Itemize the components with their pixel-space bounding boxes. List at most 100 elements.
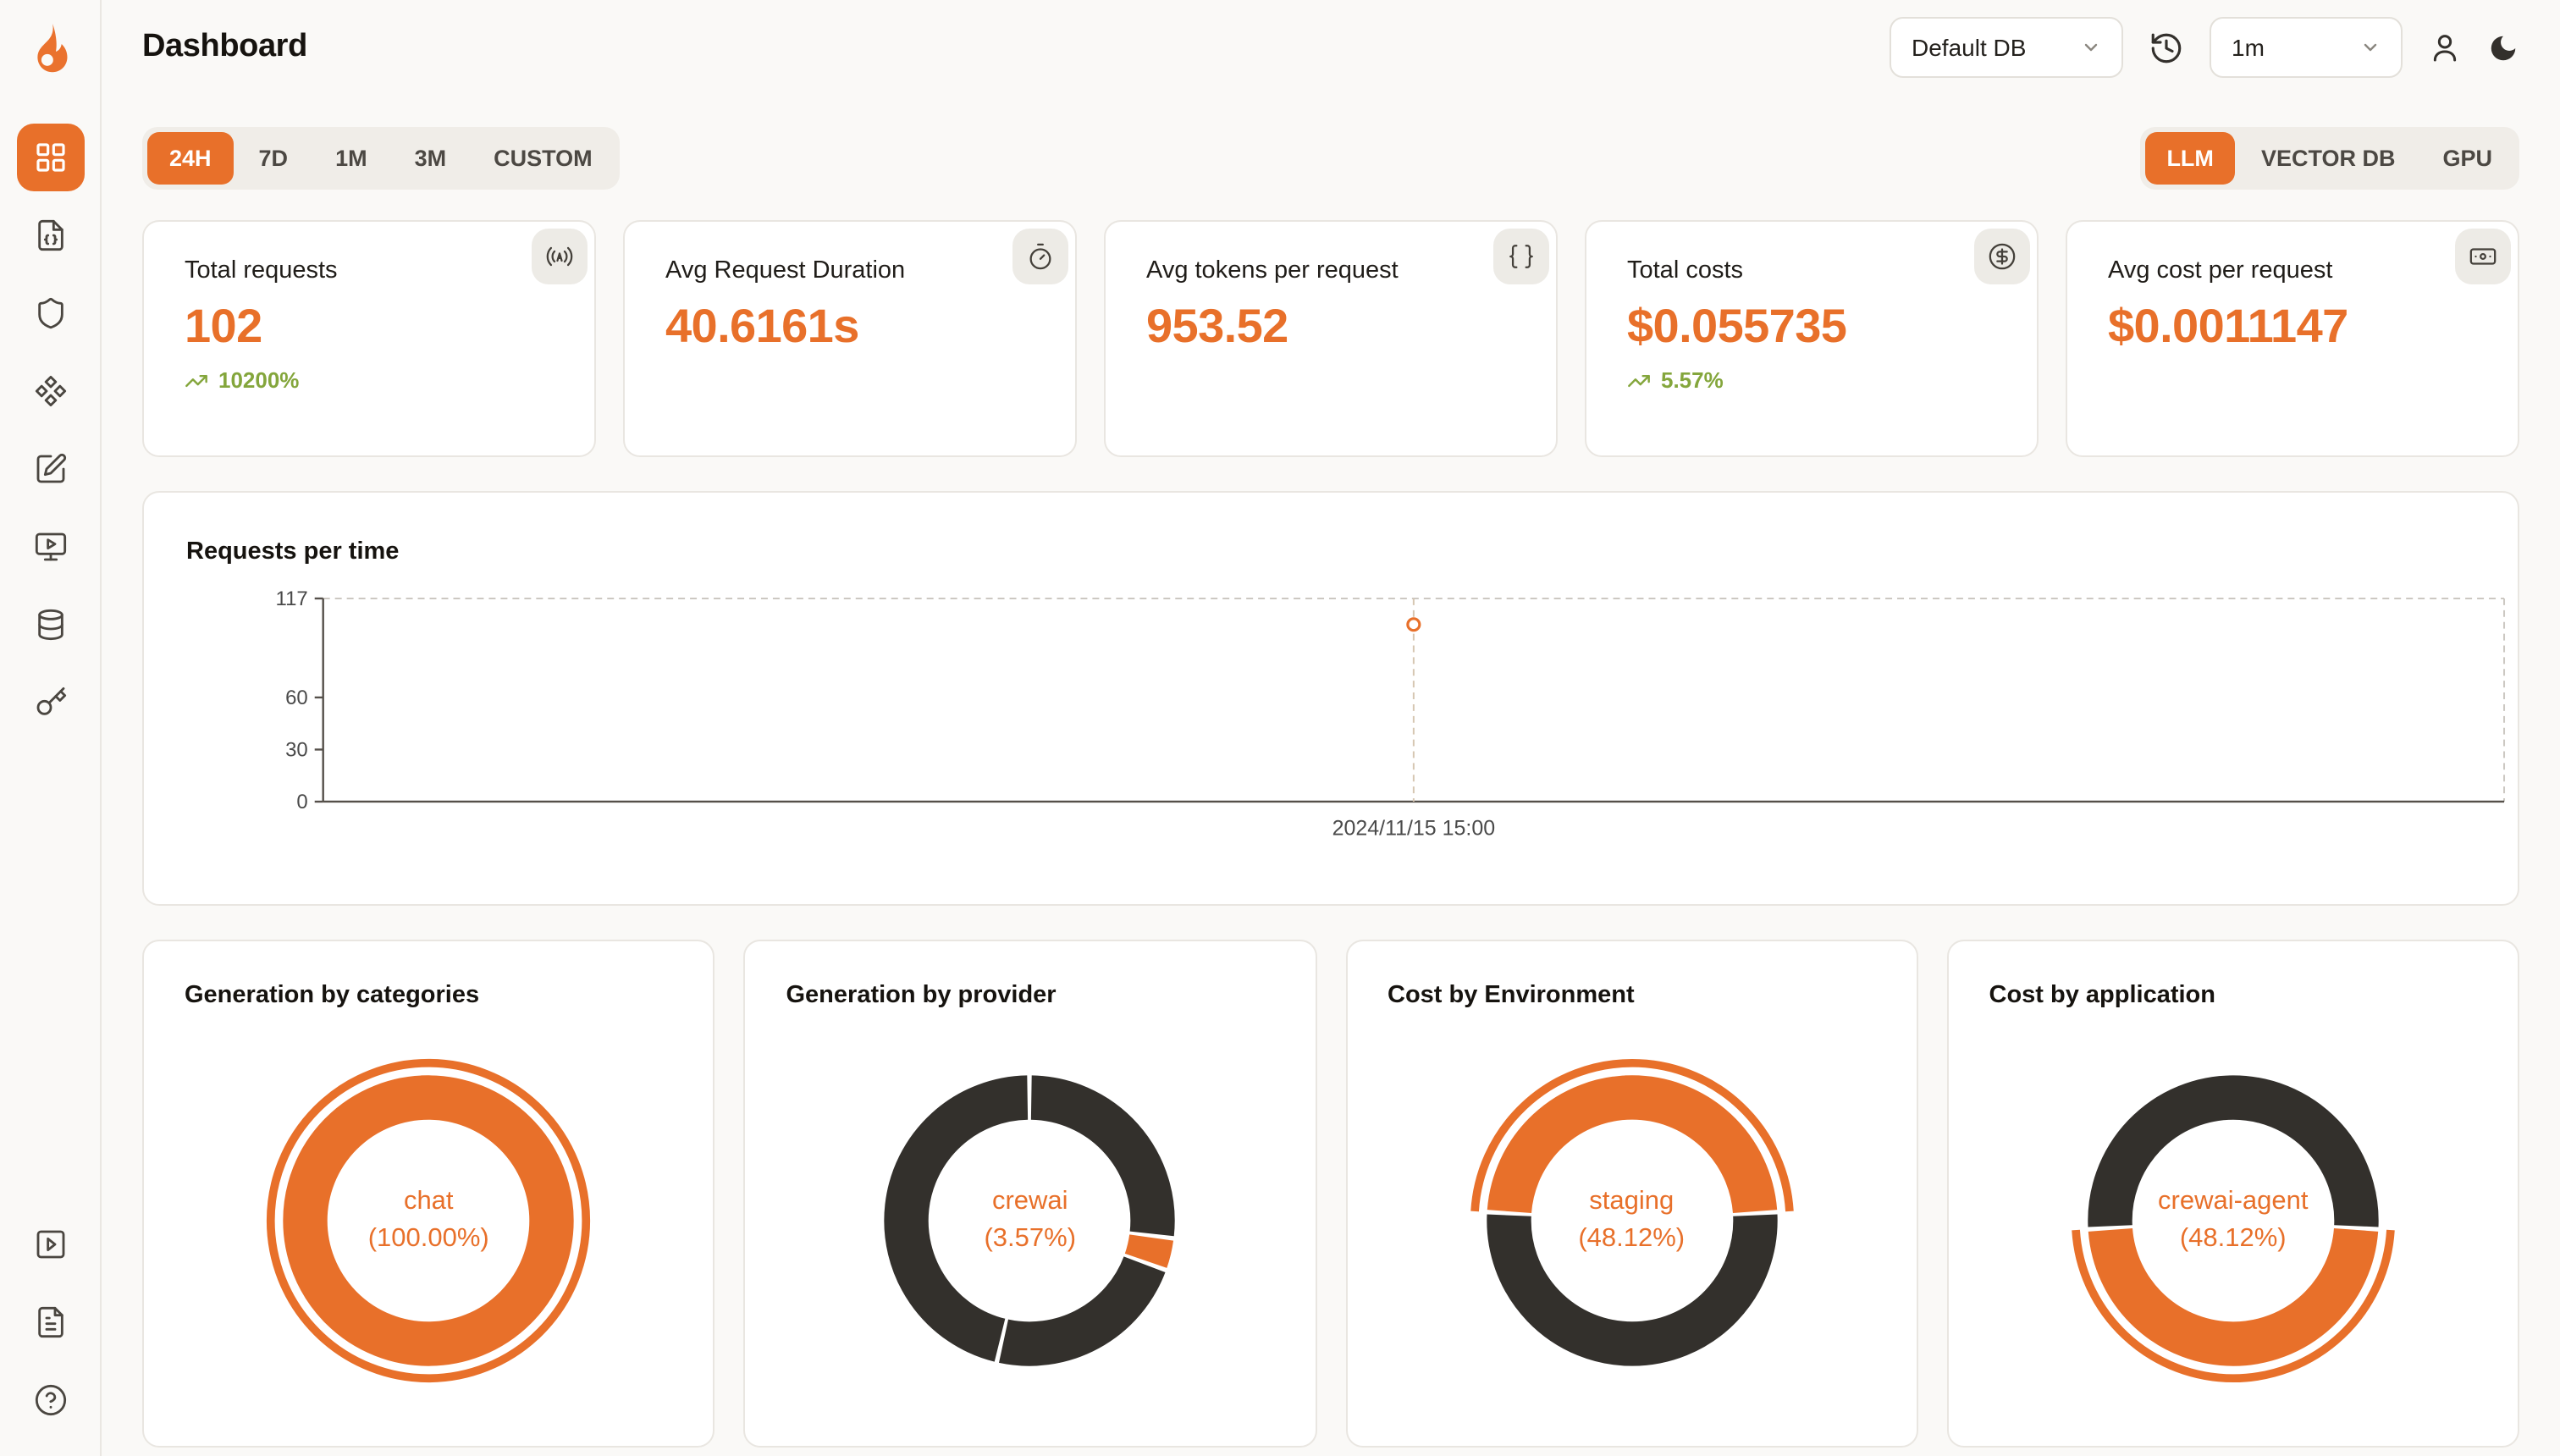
stat-card-avg-duration: Avg Request Duration 40.6161s [623,220,1077,457]
cost-by-application-card: Cost by application crewai-agent (48.12%… [1946,940,2519,1448]
trending-up-icon [185,373,207,387]
chart-title: Cost by application [1989,982,2216,1009]
braces-icon [1493,229,1549,284]
interval-select-value: 1m [2232,34,2265,61]
tab-gpu[interactable]: GPU [2420,132,2514,185]
monitor-play-icon [34,532,66,561]
page-title: Dashboard [142,29,307,64]
stat-delta: 5.57% [1627,367,1996,393]
moon-icon [2491,35,2516,60]
donut-chart: chat (100.00%) [264,1056,593,1385]
dark-mode-toggle[interactable] [2487,31,2519,63]
stat-value: 40.6161s [665,300,859,352]
banknote-icon [2455,229,2511,284]
chart-title: Requests per time [186,538,400,565]
header-controls: Default DB 1m [1890,17,2519,78]
environment-donut[interactable] [1467,1056,1796,1385]
top-bar: Dashboard Default DB 1m [102,0,2560,95]
sidebar-item-monitor-play[interactable] [16,513,84,581]
tab-24h[interactable]: 24H [147,132,234,185]
square-pen-icon [36,453,66,483]
interval-select[interactable]: 1m [2210,17,2403,78]
sidebar [0,0,102,1456]
requests-per-time-card: Requests per time 0 30 60 117 2024/11/15 15:… [142,491,2519,906]
svg-text:2024/11/15 15:00: 2024/11/15 15:00 [1332,817,1495,841]
tab-llm[interactable]: LLM [2144,132,2236,185]
resource-tabs: LLM VECTOR DB GPU [2139,127,2519,190]
main-content: 24H 7D 1M 3M CUSTOM LLM VECTOR DB GPU [102,95,2560,1456]
stat-value: 953.52 [1146,300,1288,352]
chevron-down-icon [2364,43,2377,52]
sidebar-nav [16,119,84,742]
sidebar-item-database[interactable] [16,591,84,659]
cost-by-environment-card: Cost by Environment staging (48.12%) [1345,940,1918,1448]
tab-7d[interactable]: 7D [237,132,311,185]
sidebar-item-square-pen[interactable] [16,435,84,503]
components-icon [34,375,66,407]
stat-label: Avg cost per request [2108,257,2333,284]
tab-vector-db[interactable]: VECTOR DB [2239,132,2418,185]
requests-line-chart[interactable]: 0 30 60 117 2024/11/15 15:00 [144,493,2518,904]
database-select[interactable]: Default DB [1890,17,2123,78]
svg-text:117: 117 [276,587,308,610]
time-range-tabs: 24H 7D 1M 3M CUSTOM [142,127,620,190]
tab-custom[interactable]: CUSTOM [472,132,615,185]
stat-label: Avg tokens per request [1146,257,1399,284]
stat-label: Avg Request Duration [665,257,906,284]
generation-by-provider-card: Generation by provider crewai (3.57%) [743,940,1316,1448]
donut-chart: staging (48.12%) [1467,1056,1796,1385]
donut-chart: crewai-agent (48.12%) [2069,1056,2397,1385]
svg-text:60: 60 [285,687,308,709]
sidebar-item-dashboard[interactable] [16,124,84,191]
sidebar-bottom-nav [16,1205,84,1439]
stat-value: $0.055735 [1627,300,1847,352]
sidebar-item-components[interactable] [16,357,84,425]
provider-donut[interactable] [866,1056,1194,1385]
stats-row: Total requests 102 10200% Avg Request Du… [142,220,2519,457]
tab-3m[interactable]: 3M [393,132,469,185]
stat-delta-value: 10200% [218,367,300,393]
svg-text:0: 0 [296,791,307,813]
user-icon [2433,35,2457,62]
sidebar-item-play-square[interactable] [16,1211,84,1278]
play-square-icon [36,1230,64,1259]
generation-by-categories-card: Generation by categories chat (100.00%) [142,940,715,1448]
categories-donut[interactable] [264,1056,593,1385]
application-donut[interactable] [2069,1056,2397,1385]
flame-logo-icon [37,24,68,73]
database-select-value: Default DB [1912,34,2027,61]
sidebar-item-shield[interactable] [16,279,84,347]
chevron-down-icon [2084,43,2098,52]
database-icon [37,609,63,641]
shield-icon [37,297,63,329]
timer-icon [1012,229,1068,284]
stat-delta-value: 5.57% [1661,367,1724,393]
stat-card-total-requests: Total requests 102 10200% [142,220,596,457]
stat-delta: 10200% [185,367,554,393]
chart-title: Generation by provider [786,982,1057,1009]
user-button[interactable] [2428,30,2462,64]
tabs-row: 24H 7D 1M 3M CUSTOM LLM VECTOR DB GPU [142,127,2519,190]
sidebar-item-help[interactable] [16,1366,84,1434]
stat-card-avg-cost: Avg cost per request $0.0011147 [2066,220,2519,457]
circle-dollar-icon [1974,229,2030,284]
sidebar-item-key[interactable] [16,669,84,736]
key-icon [36,687,66,715]
svg-text:30: 30 [285,738,308,761]
sidebar-item-json-file[interactable] [16,201,84,269]
donut-row: Generation by categories chat (100.00%) … [142,940,2519,1448]
tab-1m[interactable]: 1M [313,132,389,185]
chart-title: Generation by categories [185,982,480,1009]
sidebar-item-docs[interactable] [16,1288,84,1356]
history-button[interactable] [2149,30,2184,65]
dashboard-grid-icon [36,143,64,172]
stat-value: 102 [185,300,262,352]
app-logo[interactable] [0,0,100,95]
stat-value: $0.0011147 [2108,300,2348,352]
json-file-icon [37,219,63,251]
history-icon [2151,32,2182,63]
broadcast-icon [532,229,588,284]
stat-card-avg-tokens: Avg tokens per request 953.52 [1104,220,1558,457]
stat-card-total-costs: Total costs $0.055735 5.57% [1585,220,2039,457]
